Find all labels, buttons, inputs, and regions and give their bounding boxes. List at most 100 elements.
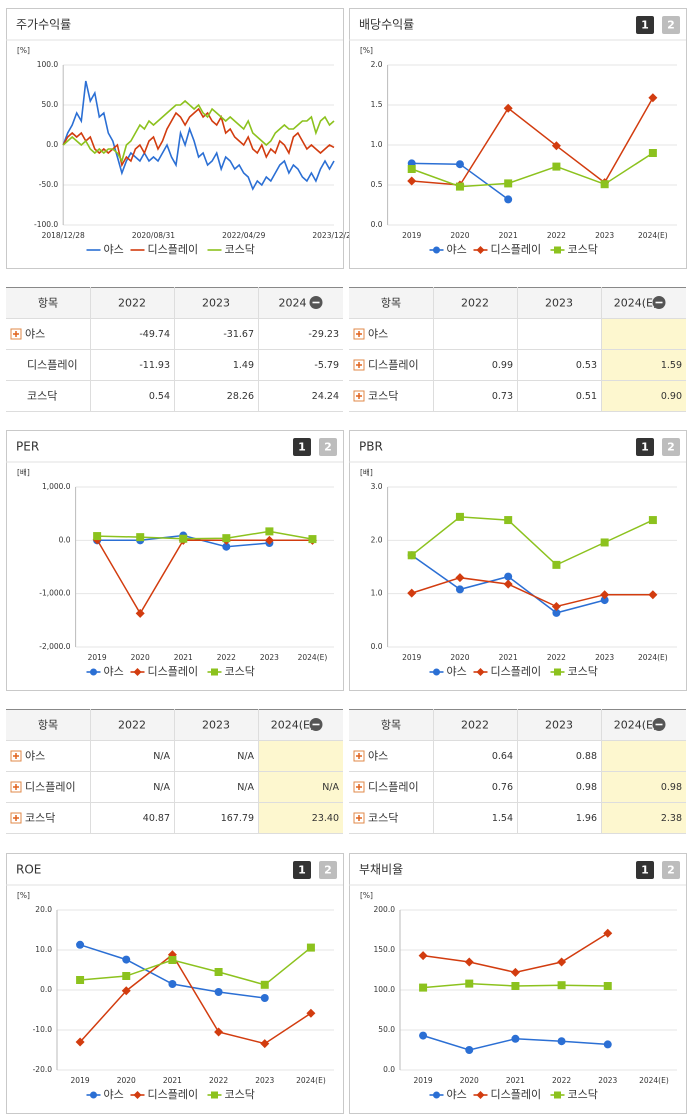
marker [648,590,658,600]
page-button[interactable] [636,861,654,879]
legend-label: 디스플레이 [148,1088,199,1101]
marker [552,608,561,617]
marker [503,103,513,113]
marker [552,560,561,569]
row-label: 야스 [368,328,388,341]
y-tick-label: 3.0 [371,482,383,491]
table-cell: -11.93 [139,360,170,371]
panel [349,8,687,269]
marker [455,585,464,594]
marker [222,542,231,551]
expand-icon [356,393,362,399]
page-button[interactable] [662,16,680,34]
highlight-column [601,740,686,833]
marker [600,538,609,547]
marker [308,535,317,544]
expand-icon [356,815,362,821]
unit-label: [배] [17,468,30,477]
series-line [62,80,335,191]
page-button[interactable] [662,861,680,879]
marker [136,533,145,542]
y-tick-label: 2.0 [371,60,383,69]
x-tick-label: 2019 [402,231,421,240]
table-header: 2024(E) [614,297,658,310]
table-cell: 0.76 [492,782,513,793]
x-tick-label: 2024(E) [296,1076,326,1085]
legend-marker [554,1091,561,1099]
marker [648,516,657,525]
legend-marker [433,246,440,254]
marker [76,940,85,949]
marker [551,141,561,151]
legend-marker [90,1091,97,1099]
table-cell: 1.54 [492,813,513,824]
legend-marker [433,1091,440,1099]
legend-label: 야스 [447,1088,467,1101]
table-cell: 0.54 [149,391,170,402]
table-header: 2023 [202,297,230,310]
x-tick-label: 2021 [506,1076,525,1085]
legend-label: 야스 [104,243,124,256]
table-cell: -49.74 [139,329,170,340]
marker [557,1037,566,1046]
row-label: 코스닥 [27,390,57,403]
table-header: 항목 [38,719,58,732]
page-button[interactable] [636,16,654,34]
series-line [62,99,335,164]
y-tick-label: -100.0 [34,220,58,229]
page-button[interactable] [319,438,337,456]
marker [121,986,131,996]
page-button-label: 2 [667,19,675,32]
marker [648,93,658,103]
y-tick-label: 1,000.0 [42,482,71,491]
marker [504,572,513,581]
legend-marker [433,668,440,676]
x-tick-label: 2023 [260,653,279,662]
unit-label: [배] [360,468,373,477]
table-header: 2022 [461,719,489,732]
y-tick-label: 100.0 [374,985,396,994]
marker [465,979,474,988]
marker [557,981,566,990]
page-button[interactable] [636,438,654,456]
x-tick-label: 2020 [117,1076,136,1085]
legend-label: 야스 [447,665,467,678]
series-line [411,152,654,188]
page-button[interactable] [293,438,311,456]
row-label: 야스 [25,750,45,763]
x-tick-label: 2023 [595,653,614,662]
x-tick-label: 2023 [255,1076,274,1085]
x-tick-label: 2020/08/31 [132,231,175,240]
marker [168,980,177,988]
legend-marker [133,1091,142,1099]
page-button[interactable] [293,861,311,879]
y-tick-label: 1.0 [371,140,383,149]
table-header: 2023 [545,297,573,310]
legend-marker [476,668,485,676]
marker [168,956,177,964]
marker [503,579,513,589]
marker [222,534,231,543]
table-header: 항목 [38,297,58,310]
marker [464,957,474,967]
x-tick-label: 2023 [595,231,614,240]
y-tick-label: -10.0 [33,1025,53,1034]
table-cell: 167.79 [221,813,254,824]
marker [93,532,102,541]
marker [407,588,417,598]
table-cell: 0.88 [576,751,597,762]
table-header: 2024(E) [614,719,658,732]
page-button-label: 2 [324,441,332,454]
x-tick-label: 2023/12/28 [312,231,355,240]
marker [135,608,145,618]
marker [76,976,85,984]
x-tick-label: 2020 [460,1076,479,1085]
page-button[interactable] [662,438,680,456]
y-tick-label: -2,000.0 [39,642,71,651]
series-line [79,953,312,1045]
page-button-label: 1 [298,864,306,877]
table-cell: 24.24 [312,391,339,402]
page-button[interactable] [319,861,337,879]
x-tick-label: 2021 [499,231,518,240]
x-tick-label: 2022 [547,231,566,240]
